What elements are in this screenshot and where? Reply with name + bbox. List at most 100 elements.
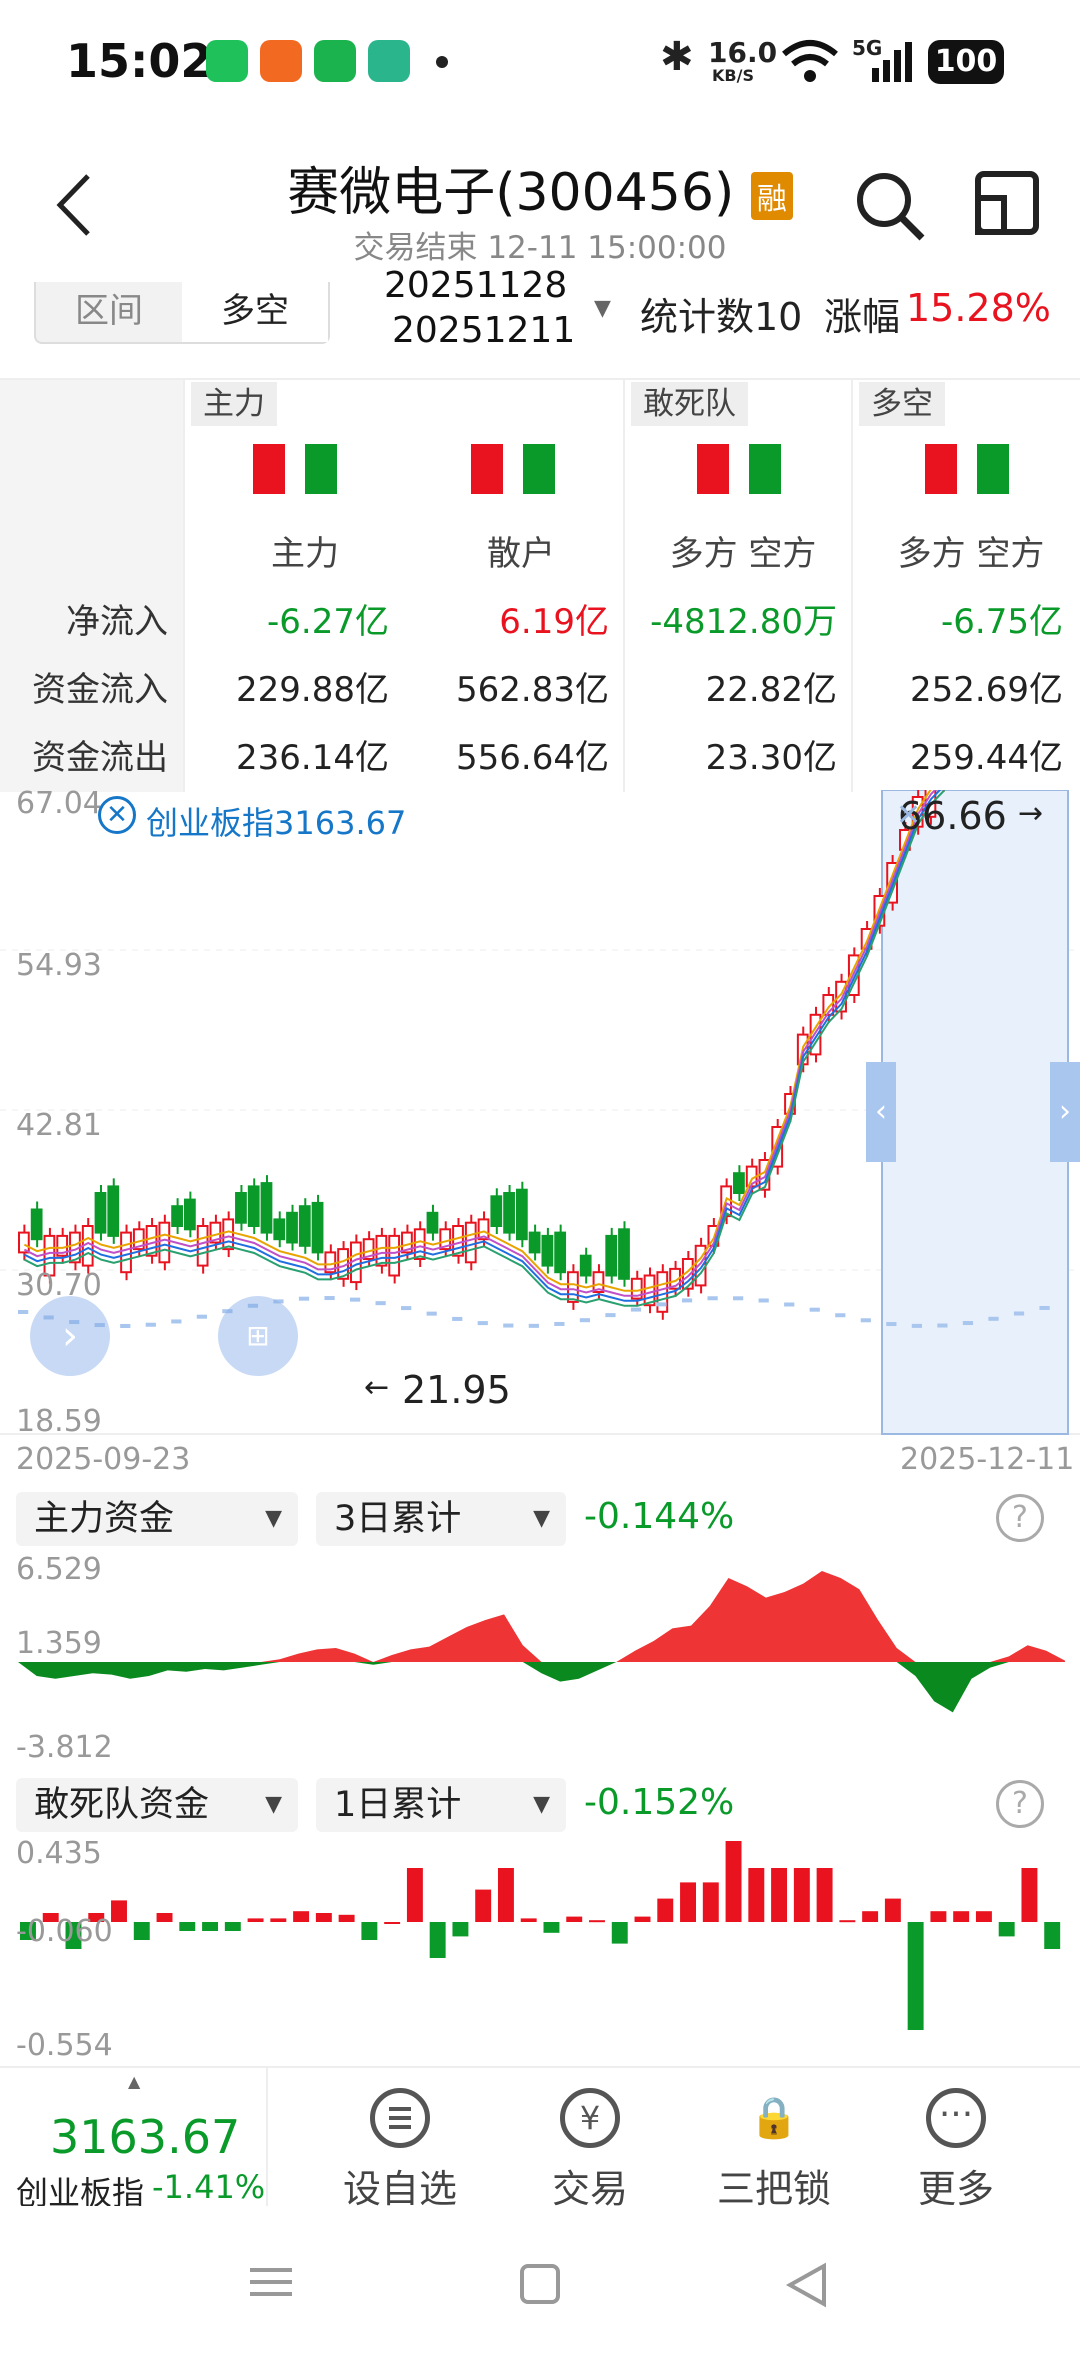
margin-tag: 融 [750,172,793,220]
moving-average-line [23,790,932,1292]
group-main-force: 主力 主力 散户 -6.27亿 6.19亿 229.88亿 562.83亿 23… [183,380,623,792]
menu-icon[interactable] [250,2268,292,2272]
group-long-short: 多空 多方 空方 -6.75亿 252.69亿 259.44亿 [851,380,1080,792]
indicator2-period-label: 1日累计 [334,1785,462,1825]
nav-add-watchlist[interactable]: 设自选 [320,2088,480,2213]
zoom-button[interactable]: ⊞ [218,1296,298,1376]
scroll-left-button[interactable]: › [30,1296,110,1376]
date-dropdown-icon[interactable]: ▼ [594,296,611,321]
dare-flow-bar [725,1841,742,1922]
dare-flow-bar [65,1922,82,1949]
index-overlay-mark [43,1315,54,1320]
index-overlay-mark [452,1316,463,1321]
dare-flow-bar [20,1922,36,1940]
index-overlay-mark [375,1301,386,1306]
help-icon[interactable]: ? [996,1780,1044,1828]
dare-flow-bar [156,1913,173,1922]
date-start[interactable]: 20251128 [384,266,568,302]
group-tag: 主力 [191,382,277,426]
indicator2-select[interactable]: 敢死队资金 ▼ [16,1778,298,1832]
candle [298,1205,311,1247]
group-dare-squad: 敢死队 多方 空方 -4812.80万 22.82亿 23.30亿 [623,380,851,792]
index-overlay-mark [784,1302,795,1307]
ls-inflow: 252.69亿 [910,670,1063,710]
candle [375,1234,388,1267]
range-bar: 区间 多空 20251128 20251211 ▼ 统计数10 涨幅 15.28… [0,266,1080,378]
dare-flow-bar [179,1922,196,1931]
iqiyi-icon [314,40,356,82]
indicator2-chart[interactable]: 0.435 -0.060 -0.554 [0,1836,1080,2066]
candle [477,1218,490,1241]
help-icon[interactable]: ? [996,1494,1044,1542]
home-icon[interactable] [520,2264,560,2304]
index-overlay-mark [18,1310,29,1314]
date-end[interactable]: 20251211 [392,310,576,351]
back-nav-icon[interactable] [784,2262,828,2308]
dare-flow-bar [566,1916,583,1922]
dare-flow-bar [202,1922,219,1931]
range-left-handle[interactable]: ‹ [866,1062,896,1162]
index-overlay-mark [528,1323,539,1328]
candle [656,1271,669,1313]
app-icon [260,40,302,82]
dare-flow-bar [589,1920,605,1923]
dare-flow-bar [497,1868,514,1922]
more-icon: ··· [926,2088,986,2148]
index-overlay-mark [860,1318,871,1323]
index-overlay-mark [630,1307,642,1312]
signal-type: 5G [852,36,883,60]
tab-long-short[interactable]: 多空 [182,282,328,342]
indicator1-select[interactable]: 主力资金 ▼ [16,1492,298,1546]
indicator1-select-label: 主力资金 [34,1499,175,1539]
wifi-icon [782,40,838,82]
ls-net: -6.75亿 [941,602,1063,642]
nav-more[interactable]: ··· 更多 [876,2088,1036,2213]
main-inflow: 229.88亿 [236,670,389,710]
landscape-icon[interactable] [972,168,1042,238]
selected-range-highlight [881,790,1069,1435]
index-name: 创业板指 [16,2174,145,2212]
candle [196,1225,209,1267]
candle [273,1218,286,1241]
indicator2-period[interactable]: 1日累计 ▼ [316,1778,566,1832]
y-tick: 54.93 [16,948,102,983]
nav-trade[interactable]: ¥ 交易 [510,2088,670,2213]
bluetooth-icon: ✱ [660,34,694,80]
close-overlay-icon[interactable]: ✕ [98,796,136,834]
candle [222,1218,235,1251]
index-overlay-mark [145,1322,156,1327]
indicator1-period[interactable]: 3日累计 ▼ [316,1492,566,1546]
nav-label: 交易 [551,2167,628,2211]
y-tick: 18.59 [16,1404,102,1439]
search-icon[interactable] [852,168,928,244]
index-overlay-mark [401,1306,412,1311]
more-notifications-icon [436,56,448,68]
tab-interval[interactable]: 区间 [75,291,143,331]
index-overlay-mark [809,1307,820,1312]
indicator1-chart[interactable]: 6.529 1.359 -3.812 [0,1552,1080,1766]
candle [413,1228,426,1260]
row-label-net: 净流入 [66,602,168,642]
index-ticker[interactable]: ▲ 3163.67 创业板指 -1.41% [0,2068,268,2212]
dare-flow-bar [930,1911,947,1922]
y-tick: 0.435 [16,1836,102,1871]
back-icon[interactable] [52,170,96,240]
dare-flow-bar [998,1922,1015,1937]
candle [579,1254,592,1277]
dare-flow-bar [133,1922,150,1940]
dare-flow-bar [748,1868,765,1922]
range-right-handle[interactable]: › [1050,1062,1080,1162]
candle [592,1271,605,1294]
main-net: -6.27亿 [267,602,389,642]
col-name: 多方 空方 [669,534,817,574]
index-overlay-mark [733,1296,744,1301]
range-close-icon[interactable]: ✕ [896,798,922,833]
index-value: 3163.67 [50,2110,241,2164]
status-bar: 15:02 ✱ 16.0 KB/S 5G 100 [0,0,1080,120]
nav-three-locks[interactable]: 🔒 三把锁 [694,2088,854,2213]
dare-flow-bar [315,1913,332,1922]
kline-chart[interactable]: 67.04 54.93 42.81 30.70 18.59 ✕ 创业板指3163… [0,786,1080,1486]
moving-average-line [23,790,937,1297]
group-tag: 多空 [859,382,945,426]
moving-average-line [23,790,942,1302]
